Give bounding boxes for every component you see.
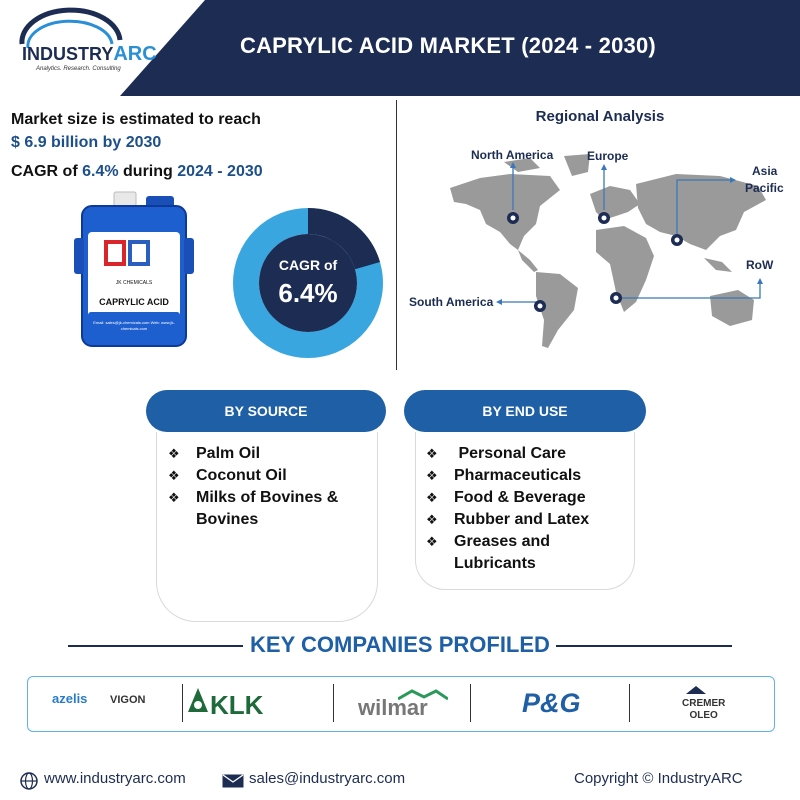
cagr-prefix: CAGR of: [11, 163, 83, 180]
klk-emblem-icon: [188, 688, 208, 712]
list-item-continuation: Bovines: [196, 511, 259, 528]
cagr-donut-chart: [233, 208, 383, 358]
logo-separator: [182, 684, 183, 722]
list-item: ❖ Palm Oil: [168, 443, 368, 465]
footer-copyright: Copyright © IndustryARC: [574, 770, 743, 787]
diamond-bullet-icon: ❖: [426, 468, 438, 483]
logo-tagline: Analytics. Research. Consulting: [36, 66, 121, 72]
list-item: ❖ Coconut Oil: [168, 465, 368, 487]
product-label-contact: Email: sales@jk-chemicals.com Web: www.j…: [93, 320, 175, 331]
diamond-bullet-icon: ❖: [426, 534, 438, 549]
donut-label: CAGR of: [278, 257, 338, 273]
region-asia-pacific-line1: Asia: [752, 164, 778, 178]
divider-line: [68, 645, 243, 647]
logo-separator: [470, 684, 471, 722]
by-end-use-list: ❖ Personal Care ❖ Pharmaceuticals ❖ Food &…: [426, 443, 631, 575]
header: INDUSTRYARC Analytics. Research. Consult…: [0, 0, 800, 96]
list-item: ❖ Rubber and Latex: [426, 509, 631, 531]
market-size-value: $ 6.9 billion by 2030: [11, 134, 162, 151]
cremer-emblem-icon: [686, 686, 706, 694]
list-item: ❖ Food & Beverage: [426, 487, 631, 509]
product-label-company: JK CHEMICALS: [115, 280, 153, 286]
diamond-bullet-icon: ❖: [168, 446, 180, 461]
by-end-use-panel: [415, 432, 635, 590]
logo-prefix: INDUSTRY: [22, 44, 114, 64]
map-pin-icons: [507, 212, 683, 312]
wilmar-wing-icon: [398, 689, 448, 701]
regional-analysis-title: Regional Analysis: [535, 108, 665, 125]
list-item: ❖ Milks of Bovines &: [168, 487, 368, 509]
region-north-america: North America: [471, 148, 554, 162]
cagr-line: CAGR of 6.4% during 2024 - 2030: [11, 163, 263, 181]
diamond-bullet-icon: ❖: [168, 490, 180, 505]
diamond-bullet-icon: ❖: [426, 490, 438, 505]
list-item: ❖ Pharmaceuticals: [426, 465, 631, 487]
by-end-use-header: BY END USE: [404, 390, 646, 432]
key-companies-title: KEY COMPANIES PROFILED: [250, 632, 550, 657]
vigon-logo: VIGON: [110, 694, 146, 706]
by-source-panel: [156, 432, 378, 622]
logo-suffix: ARC: [113, 43, 157, 65]
industryarc-logo[interactable]: INDUSTRYARC Analytics. Research. Consult…: [0, 0, 157, 96]
market-size-line1: Market size is estimated to reach: [11, 111, 261, 128]
globe-icon: [20, 772, 38, 790]
donut-value: 6.4%: [278, 278, 338, 308]
header-banner: [0, 0, 800, 96]
diamond-bullet-icon: ❖: [168, 468, 180, 483]
list-item: ❖ Personal Care: [426, 443, 631, 465]
region-europe: Europe: [587, 149, 629, 163]
logo-separator: [629, 684, 630, 722]
by-source-list: ❖ Palm Oil ❖ Coconut Oil ❖ Milks of Bovines…: [168, 443, 368, 531]
diamond-bullet-icon: ❖: [426, 512, 438, 527]
company-logos-strip: [27, 676, 775, 732]
cagr-period: 2024 - 2030: [177, 163, 263, 180]
page-title: CAPRYLIC ACID MARKET (2024 - 2030): [240, 33, 656, 58]
region-row: RoW: [746, 258, 774, 272]
product-label-title: CAPRYLIC ACID: [99, 297, 169, 307]
list-item-continuation: Lubricants: [454, 555, 536, 572]
logo-arc-icon: [19, 7, 123, 49]
mail-icon: [222, 774, 244, 788]
footer-email-link[interactable]: sales@industryarc.com: [249, 770, 406, 787]
azelis-logo: azelis: [52, 691, 88, 706]
logo-separator: [333, 684, 334, 722]
by-source-header: BY SOURCE: [146, 390, 386, 432]
region-asia-pacific-line2: Pacific: [745, 181, 784, 195]
vertical-divider: [396, 100, 397, 370]
cagr-value: 6.4%: [82, 163, 119, 180]
donut-segment: [307, 208, 380, 270]
list-item: ❖ Greases and: [426, 531, 631, 553]
region-south-america: South America: [409, 295, 494, 309]
donut-center: [259, 234, 357, 332]
cremer-oleo-logo: CREMER OLEO: [682, 698, 726, 721]
cagr-mid: during: [118, 163, 178, 180]
klk-logo: KLK: [210, 690, 264, 720]
pg-logo: P&G: [522, 688, 581, 718]
diamond-bullet-icon: ❖: [426, 446, 438, 461]
wilmar-logo: wilmar: [358, 695, 428, 720]
caprylic-acid-jerrycan-image: [74, 191, 194, 347]
world-map: [450, 154, 766, 348]
divider-line: [556, 645, 732, 647]
footer-website-link[interactable]: www.industryarc.com: [44, 770, 186, 787]
